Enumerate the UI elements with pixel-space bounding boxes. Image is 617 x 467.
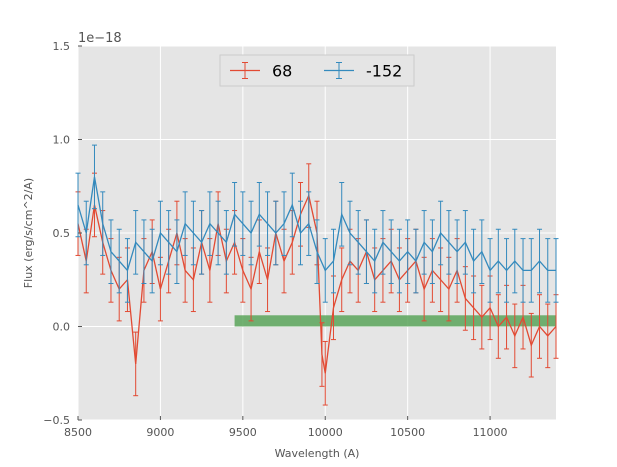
x-tick-label: 9500 <box>229 426 257 439</box>
y-tick-label: 1.5 <box>53 40 71 53</box>
y-offset-label: 1e−18 <box>78 31 122 46</box>
y-tick-label: −0.5 <box>43 414 70 427</box>
x-tick-label: 11000 <box>473 426 508 439</box>
y-tick-label: 0.5 <box>53 227 71 240</box>
shaded-region-layer <box>234 315 556 327</box>
legend-label: -152 <box>366 62 402 81</box>
y-axis-label: Flux (erg/s/cm^2/A) <box>22 178 35 288</box>
x-tick-label: 9000 <box>146 426 174 439</box>
x-axis-label: Wavelength (A) <box>275 447 360 460</box>
series-line <box>77 176 556 272</box>
x-tick-label: 10000 <box>308 426 343 439</box>
legend-item-1: -152 <box>324 62 402 81</box>
legend-item-0: 68 <box>230 62 292 81</box>
series-1 <box>75 144 559 303</box>
axis-layer: 8500 9000 9500 10000 10500 11000 −0.5 0.0 0.5 1.0… <box>43 40 507 439</box>
x-tick-label: 10500 <box>390 426 425 439</box>
series-line <box>77 193 557 374</box>
y-tick-label: 0.0 <box>53 321 71 334</box>
series-layer <box>75 144 559 406</box>
x-tick-label: 8500 <box>64 426 92 439</box>
legend: 68 -152 <box>219 54 415 87</box>
shaded-region <box>234 315 556 327</box>
y-tick-label: 1.0 <box>53 134 71 147</box>
legend-label: 68 <box>272 62 292 81</box>
